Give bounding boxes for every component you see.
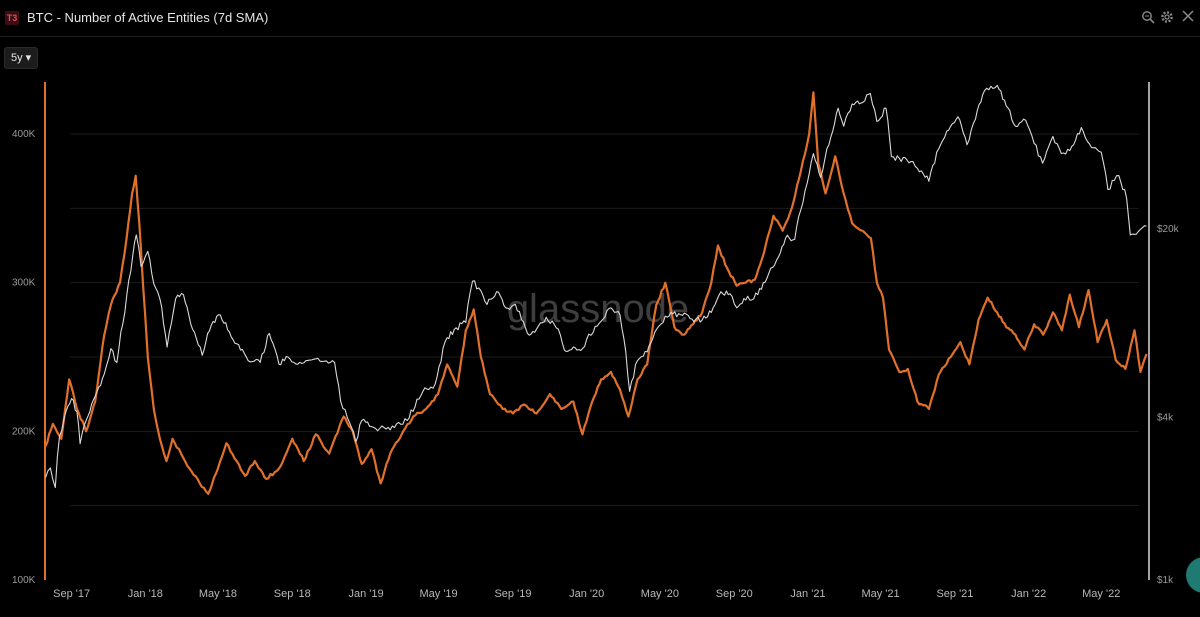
x-tick-label: May '22 [1082, 588, 1120, 600]
x-tick-label: Sep '18 [274, 588, 311, 600]
chart-header: T3 BTC - Number of Active Entities (7d S… [0, 0, 1200, 37]
y-left-tick-label: 200K [12, 426, 36, 437]
x-tick-label: Jan '21 [790, 588, 825, 600]
zoom-icon[interactable] [1140, 10, 1156, 26]
x-tick-label: Sep '21 [936, 588, 973, 600]
active-entities-line [44, 91, 1148, 495]
x-tick-label: Jan '19 [348, 588, 383, 600]
y-right-tick-label: $4k [1157, 413, 1174, 424]
chart-title: BTC - Number of Active Entities (7d SMA) [27, 10, 269, 25]
x-tick-label: Jan '18 [128, 588, 163, 600]
chat-bubble-button[interactable] [1186, 557, 1200, 593]
watermark: glassnode [507, 287, 689, 331]
x-tick-label: Jan '22 [1011, 588, 1046, 600]
x-tick-label: May '20 [641, 588, 679, 600]
x-axis-labels: Sep '17 Jan '18 May '18 Sep '18 Jan '19 May '… [53, 588, 1120, 600]
x-tick-label: May '18 [199, 588, 237, 600]
y-left-tick-label: 300K [12, 278, 36, 289]
y-left-tick-label: 400K [12, 129, 36, 140]
x-tick-label: May '19 [420, 588, 458, 600]
left-axis-labels: 100K 200K 300K 400K [12, 129, 36, 586]
y-right-tick-label: $1k [1157, 575, 1174, 586]
y-left-tick-label: 100K [12, 575, 36, 586]
y-right-tick-label: $20k [1157, 224, 1180, 235]
x-tick-label: Sep '17 [53, 588, 90, 600]
x-tick-label: May '21 [861, 588, 899, 600]
series-group [44, 84, 1148, 495]
time-range-dropdown[interactable]: 5y ▾ [4, 47, 39, 69]
price-line [45, 84, 1147, 489]
grid-lines [70, 133, 1139, 507]
gear-icon[interactable] [1159, 10, 1175, 26]
close-icon[interactable] [1180, 10, 1196, 26]
tier-badge: T3 [5, 11, 19, 25]
x-tick-label: Sep '20 [716, 588, 753, 600]
right-axis-labels: $1k $4k $20k [1157, 224, 1180, 586]
x-tick-label: Sep '19 [494, 588, 531, 600]
x-tick-label: Jan '20 [569, 588, 604, 600]
